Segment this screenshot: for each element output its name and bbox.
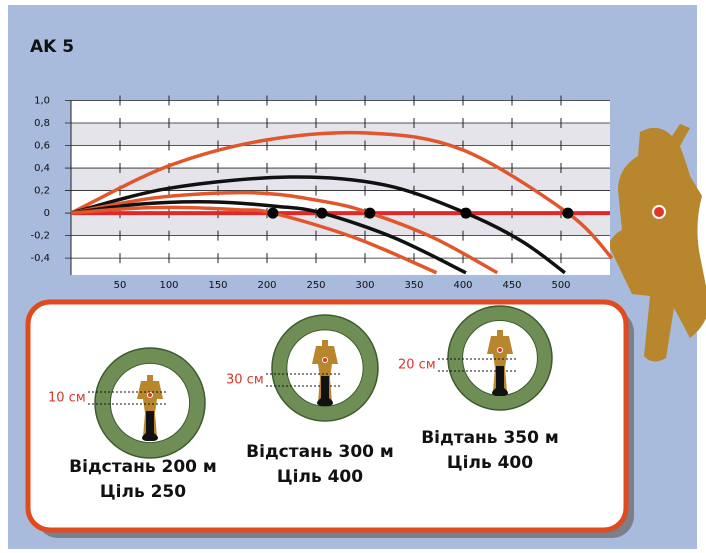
offset-label: 10 см [48, 391, 86, 406]
offset-label: 30 см [226, 373, 264, 388]
x-tick-label: 200 [257, 280, 276, 291]
x-tick-label: 50 [114, 280, 127, 291]
scope-caption: Ціль 400 [277, 467, 363, 487]
trajectory [70, 205, 438, 275]
y-tick-label: 0,2 [34, 186, 50, 197]
chart-title: AK 5 [30, 37, 74, 57]
chart: 1,0 0,8 0,6 0,4 0,2 0 -0,2 -0,4 50 100 150 200 250 30… [30, 95, 614, 291]
trajectory [70, 190, 499, 275]
soldier-figure [608, 124, 706, 362]
y-tick-label: 1,0 [34, 96, 50, 107]
target-post [317, 376, 333, 406]
y-tick-label: 0,4 [34, 163, 50, 174]
target-figure [137, 375, 163, 437]
x-tick-label: 350 [404, 280, 423, 291]
y-tick-label: -0,4 [30, 253, 50, 264]
target-post [492, 366, 508, 396]
y-tick-label: -0,2 [30, 231, 50, 242]
trajectory [70, 175, 566, 275]
scope-caption: Відтань 350 м [421, 428, 559, 448]
y-tick-label: 0 [44, 208, 50, 219]
scope-caption: Ціль 400 [447, 453, 533, 473]
x-tick-label: 150 [208, 280, 227, 291]
x-tick-label: 300 [355, 280, 374, 291]
trajectory [70, 199, 467, 275]
zero-point [562, 207, 574, 219]
y-tick-label: 0,6 [34, 141, 50, 152]
x-tick-label: 400 [453, 280, 472, 291]
x-tick-label: 500 [551, 280, 570, 291]
aim-point [322, 357, 328, 363]
x-tick-label: 100 [159, 280, 178, 291]
zero-point [267, 207, 279, 219]
x-tick-label: 250 [306, 280, 325, 291]
zero-point [316, 207, 328, 219]
zero-point [364, 207, 376, 219]
target-figure [487, 330, 513, 392]
target-figure [312, 340, 338, 402]
x-tick-label: 450 [502, 280, 521, 291]
scope-caption: Відстань 200 м [69, 457, 217, 477]
y-tick-label: 0,8 [34, 118, 50, 129]
scope-caption: Відстань 300 м [246, 442, 394, 462]
aim-point [497, 347, 503, 353]
scope-caption: Ціль 250 [100, 482, 186, 502]
zero-point [460, 207, 472, 219]
target-post [142, 411, 158, 441]
aim-point [147, 392, 153, 398]
scopes: 10 см Відстань 200 м Ціль 250 30 см Відстань… [48, 305, 559, 502]
offset-label: 20 см [398, 358, 436, 373]
